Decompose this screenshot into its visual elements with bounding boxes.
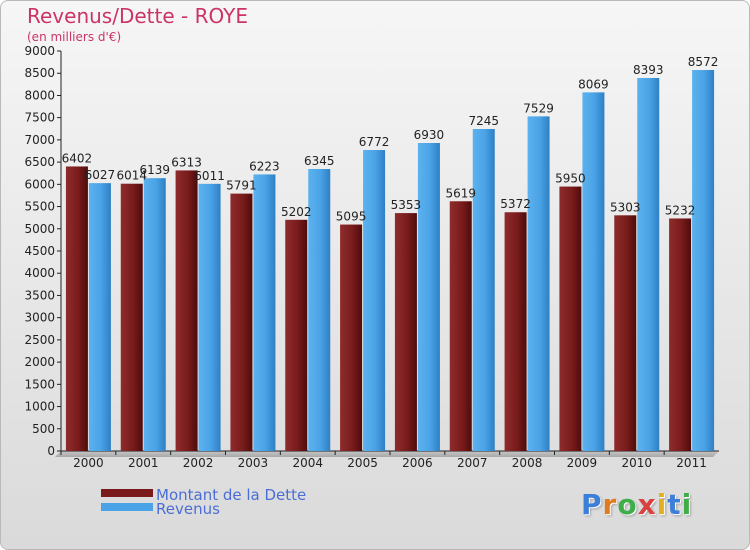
x-tick-label: 2003: [238, 456, 269, 470]
y-tick-label: 8000: [24, 88, 55, 102]
bar-debt: [504, 212, 527, 451]
bar-debt: [340, 224, 363, 451]
bar-revenue: [527, 116, 550, 451]
plot-floor: [55, 451, 719, 457]
logo-letter: x: [637, 488, 657, 521]
y-tick-label: 2000: [24, 355, 55, 369]
bar-revenue: [582, 92, 605, 451]
bar-revenue: [198, 183, 221, 451]
data-label-revenue: 7529: [523, 101, 554, 115]
x-tick-label: 2005: [347, 456, 378, 470]
bar-debt: [449, 201, 472, 451]
x-tick-label: 2002: [183, 456, 214, 470]
bar-debt: [285, 219, 308, 451]
proxiti-logo: Proxiti: [581, 488, 692, 521]
y-tick-label: 3500: [24, 288, 55, 302]
x-tick-label: 2009: [567, 456, 598, 470]
y-tick-label: 6000: [24, 177, 55, 191]
bar-debt: [559, 186, 582, 452]
data-label-debt: 5095: [336, 210, 367, 224]
x-tick-label: 2006: [402, 456, 433, 470]
y-tick-label: 2500: [24, 333, 55, 347]
data-label-debt: 5202: [281, 205, 312, 219]
x-tick-label: 2007: [457, 456, 488, 470]
y-tick-label: 0: [47, 444, 55, 458]
x-tick-label: 2004: [292, 456, 323, 470]
data-label-revenue: 6011: [194, 169, 225, 183]
y-tick-label: 9000: [24, 44, 55, 58]
data-label-revenue: 6772: [359, 135, 390, 149]
bar-revenue: [88, 183, 111, 451]
legend-label-revenue: Revenus: [156, 500, 220, 518]
bar-debt: [230, 193, 253, 451]
data-label-debt: 5353: [391, 198, 422, 212]
data-label-revenue: 8393: [633, 63, 664, 77]
data-label-debt: 6313: [171, 155, 202, 169]
y-tick-label: 7500: [24, 111, 55, 125]
chart-subtitle: (en milliers d'€): [27, 30, 122, 44]
data-label-revenue: 6027: [85, 168, 116, 182]
data-label-debt: 5303: [610, 200, 641, 214]
y-tick-label: 3000: [24, 311, 55, 325]
y-tick-label: 5500: [24, 200, 55, 214]
y-tick-label: 1500: [24, 377, 55, 391]
logo-letter: i: [681, 488, 693, 521]
bar-revenue: [308, 169, 331, 451]
bar-revenue: [363, 150, 386, 451]
legend-swatch-revenue: [101, 503, 153, 511]
data-label-revenue: 6223: [249, 159, 280, 173]
y-tick-label: 8500: [24, 66, 55, 80]
data-label-debt: 6014: [116, 169, 147, 183]
data-label-revenue: 6345: [304, 154, 335, 168]
data-label-revenue: 8069: [578, 77, 609, 91]
chart-title: Revenus/Dette - ROYE: [27, 4, 248, 28]
bar-debt: [65, 166, 88, 451]
data-label-debt: 5791: [226, 179, 257, 193]
x-tick-label: 2008: [512, 456, 543, 470]
logo-letter: o: [617, 488, 638, 521]
y-tick-label: 7000: [24, 133, 55, 147]
data-label-debt: 6402: [62, 151, 93, 165]
bar-revenue: [692, 70, 715, 452]
y-tick-label: 6500: [24, 155, 55, 169]
data-label-debt: 5372: [500, 197, 531, 211]
y-tick-label: 4500: [24, 244, 55, 258]
data-label-revenue: 8572: [688, 55, 719, 69]
data-label-revenue: 6139: [139, 163, 170, 177]
data-label-debt: 5950: [555, 172, 586, 186]
bar-debt: [394, 213, 417, 451]
x-tick-label: 2011: [676, 456, 707, 470]
data-label-debt: 5232: [665, 203, 696, 217]
bar-debt: [175, 170, 198, 451]
logo-letter: t: [667, 488, 682, 521]
logo-letter: r: [602, 488, 618, 521]
bar-revenue: [253, 174, 276, 451]
data-label-revenue: 7245: [468, 114, 499, 128]
logo-letter: i: [656, 488, 668, 521]
data-label-debt: 5619: [445, 186, 476, 200]
y-tick-label: 500: [32, 422, 55, 436]
bar-revenue: [472, 129, 495, 451]
legend-swatch-debt: [101, 489, 153, 497]
logo-letter: P: [581, 488, 603, 521]
bar-debt: [614, 215, 637, 451]
x-tick-label: 2001: [128, 456, 159, 470]
y-tick-label: 4000: [24, 266, 55, 280]
y-tick-label: 5000: [24, 222, 55, 236]
bar-debt: [669, 218, 692, 451]
bar-revenue: [417, 143, 440, 451]
bar-debt: [120, 183, 143, 451]
data-label-revenue: 6930: [414, 128, 445, 142]
x-tick-label: 2010: [621, 456, 652, 470]
y-tick-label: 1000: [24, 400, 55, 414]
bar-revenue: [637, 77, 660, 451]
bar-revenue: [143, 178, 166, 451]
x-tick-label: 2000: [73, 456, 104, 470]
legend-label-debt: Montant de la Dette: [156, 486, 307, 504]
